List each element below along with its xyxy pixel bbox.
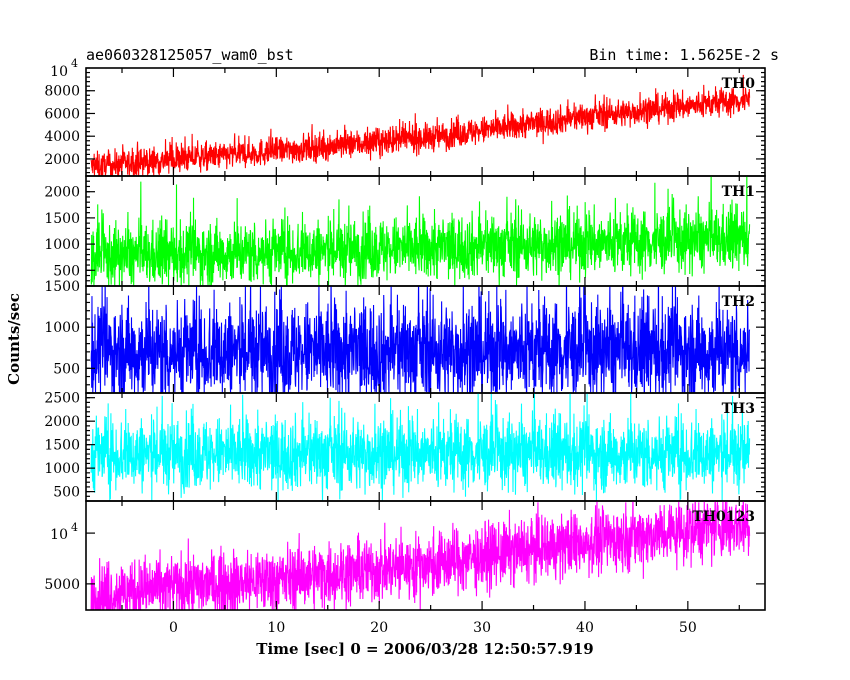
y-tick-label: 1000 <box>44 461 80 477</box>
y-tick-label: 1000 <box>44 237 80 253</box>
x-tick-label: 50 <box>679 620 697 636</box>
y-tick-label: 2000 <box>44 152 80 168</box>
y-tick-label: 4000 <box>44 129 80 145</box>
y-tick-label: 1000 <box>44 320 80 336</box>
y-axis-title: Counts/sec <box>5 293 23 385</box>
y-tick-label: 2000 <box>44 185 80 201</box>
panel-label-th1: TH1 <box>722 184 755 200</box>
x-tick-label: 40 <box>576 620 594 636</box>
y-tick-label: 1500 <box>44 279 80 295</box>
series-line-th0 <box>90 74 751 176</box>
series-line-th0123 <box>90 501 751 610</box>
x-tick-label: 20 <box>370 620 388 636</box>
panel-th1: 500 1000 1500 2000 TH1 <box>44 175 766 287</box>
y-tick-label: 2000 <box>44 414 80 430</box>
panel-th0: 2000 4000 6000 8000 104 TH0 <box>44 57 766 177</box>
panel-label-th2: TH2 <box>722 294 755 310</box>
y-top-tick-label: 10 <box>50 64 68 80</box>
y-tick-label: 500 <box>53 485 80 501</box>
y-tick-label: 10 <box>50 527 68 543</box>
x-axis-title: Time [sec] 0 = 2006/03/28 12:50:57.919 <box>256 640 593 658</box>
panel-label-th3: TH3 <box>722 401 755 417</box>
y-tick-label: 1500 <box>44 211 80 227</box>
y-tick-label: 5000 <box>44 577 80 593</box>
chart-title-right: Bin time: 1.5625E-2 s <box>589 46 779 64</box>
y-tick-label: 500 <box>53 361 80 377</box>
x-tick-label: 30 <box>473 620 491 636</box>
y-tick-exponent: 4 <box>71 521 78 534</box>
panel-label-th0123: TH0123 <box>692 509 755 525</box>
y-tick-label: 500 <box>53 263 80 279</box>
series-line-th3 <box>90 393 751 501</box>
series-line-th2 <box>90 286 751 393</box>
y-tick-label: 2500 <box>44 391 80 407</box>
x-tick-label: 10 <box>267 620 285 636</box>
chart-title-left: ae060328125057_wam0_bst <box>86 46 294 64</box>
panel-th0123: 5000 10 4 TH0123 <box>44 500 766 611</box>
y-tick-label: 8000 <box>44 84 80 100</box>
y-tick-label: 6000 <box>44 106 80 122</box>
series-line-th1 <box>90 176 751 286</box>
y-top-tick-exponent: 4 <box>71 57 78 70</box>
panel-frame <box>85 500 766 611</box>
x-tick-label: 0 <box>169 620 178 636</box>
y-tick-label: 1500 <box>44 438 80 454</box>
panel-label-th0: TH0 <box>722 76 756 92</box>
